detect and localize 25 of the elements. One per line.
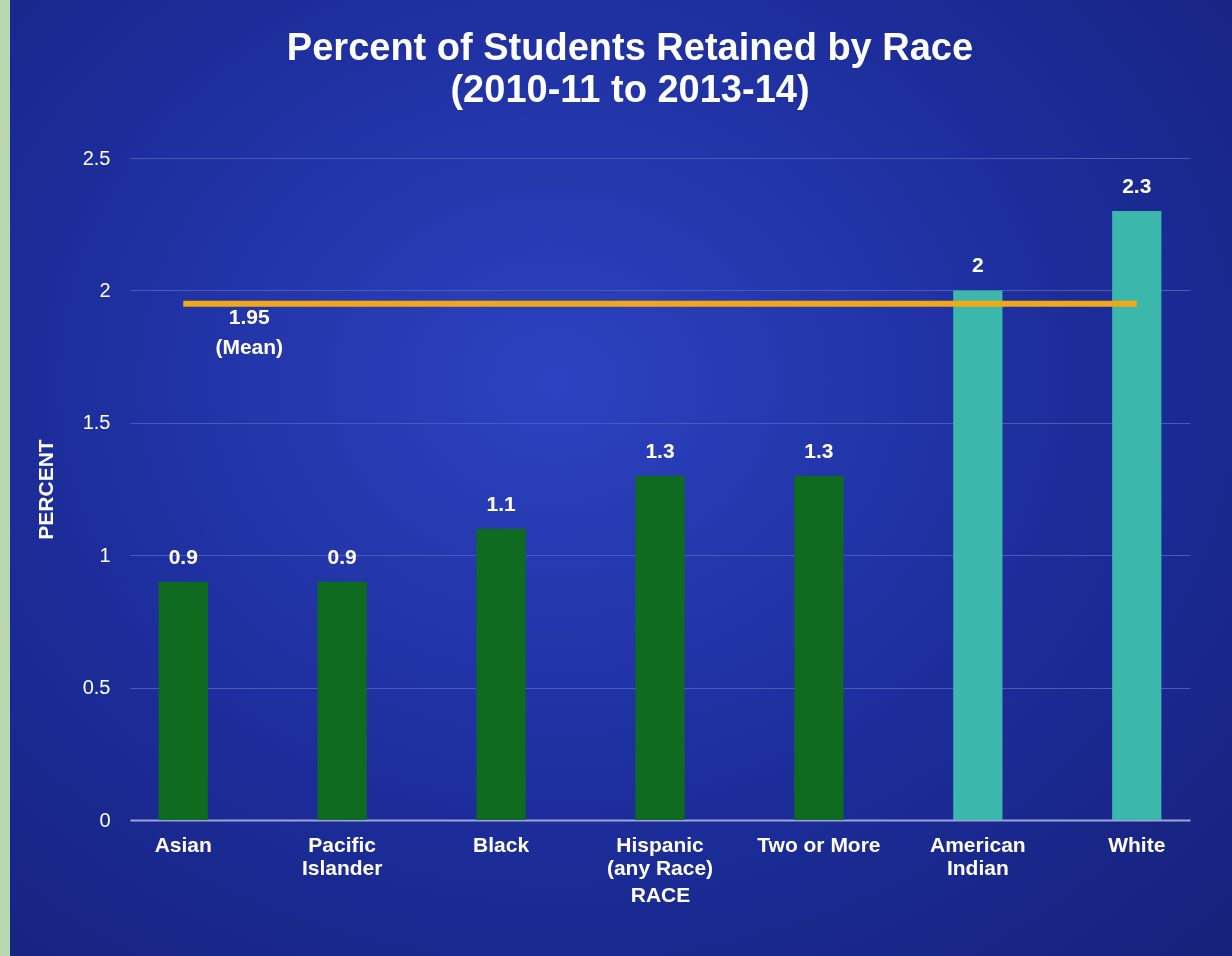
x-tick-label: Two or More bbox=[757, 832, 881, 856]
x-tick-label: Pacific Islander bbox=[301, 832, 383, 879]
chart-subtitle: (2010-11 to 2013-14) bbox=[450, 68, 810, 110]
y-tick-label: 2.5 bbox=[82, 146, 111, 169]
data-label: 1.1 bbox=[486, 491, 516, 515]
y-tick-label: 2 bbox=[99, 278, 111, 301]
x-tick-label: Black bbox=[473, 832, 530, 856]
data-label: 1.3 bbox=[804, 438, 834, 462]
x-tick-label: Hispanic (any Race) bbox=[606, 832, 714, 879]
ref-line-label: 1.95 (Mean) bbox=[215, 304, 284, 358]
y-axis-title: PERCENT bbox=[33, 439, 57, 540]
x-axis-title: RACE bbox=[630, 882, 691, 906]
y-tick-label: 1.5 bbox=[82, 411, 111, 434]
data-label: 0.9 bbox=[168, 544, 198, 568]
data-label: 2.3 bbox=[1122, 173, 1152, 197]
x-tick-label: American Indian bbox=[929, 832, 1026, 879]
y-tick-label: 1 bbox=[99, 543, 111, 566]
x-tick-label: White bbox=[1108, 832, 1166, 856]
y-tick-label: 0 bbox=[99, 808, 111, 831]
data-label: 1.3 bbox=[645, 438, 675, 462]
y-tick-label: 0.5 bbox=[82, 676, 111, 699]
chart-title: Percent of Students Retained by Race bbox=[286, 26, 974, 68]
data-label: 2 bbox=[972, 253, 984, 277]
data-label: 0.9 bbox=[327, 544, 357, 568]
x-tick-label: Asian bbox=[154, 832, 212, 856]
